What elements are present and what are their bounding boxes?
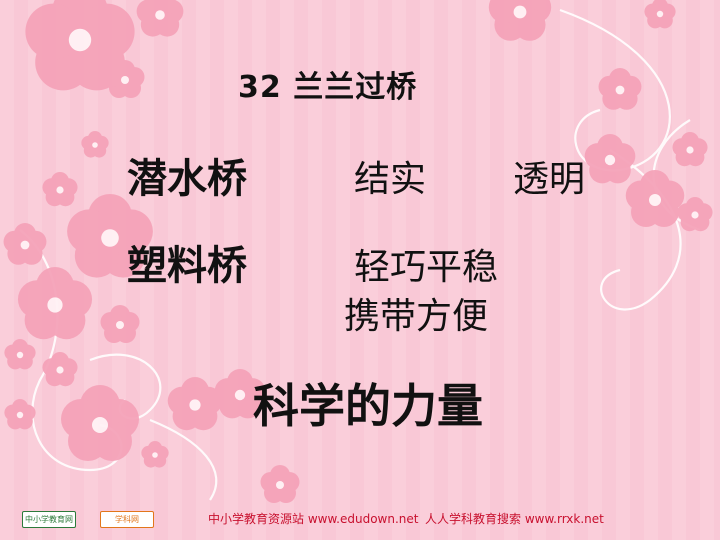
- attribute-transparent: 透明: [513, 159, 586, 200]
- conclusion-text: 科学的力量: [253, 379, 483, 433]
- term-submerged-bridge: 潜水桥: [127, 156, 247, 202]
- slide-title: 32 兰兰过桥: [238, 70, 418, 105]
- term-plastic-bridge: 塑料桥: [127, 243, 247, 289]
- attribute-sturdy: 结实: [354, 159, 427, 200]
- footer-link-rrxk[interactable]: 人人学科教育搜索 www.rrxk.net: [425, 512, 604, 526]
- attribute-light-stable: 轻巧平稳: [354, 247, 499, 288]
- edudown-logo: 中小学教育网: [22, 511, 76, 528]
- footer-link-edudown[interactable]: 中小学教育资源站 www.edudown.net: [208, 512, 419, 526]
- attribute-portable: 携带方便: [344, 296, 489, 337]
- zxxk-logo: 学科网: [100, 511, 154, 528]
